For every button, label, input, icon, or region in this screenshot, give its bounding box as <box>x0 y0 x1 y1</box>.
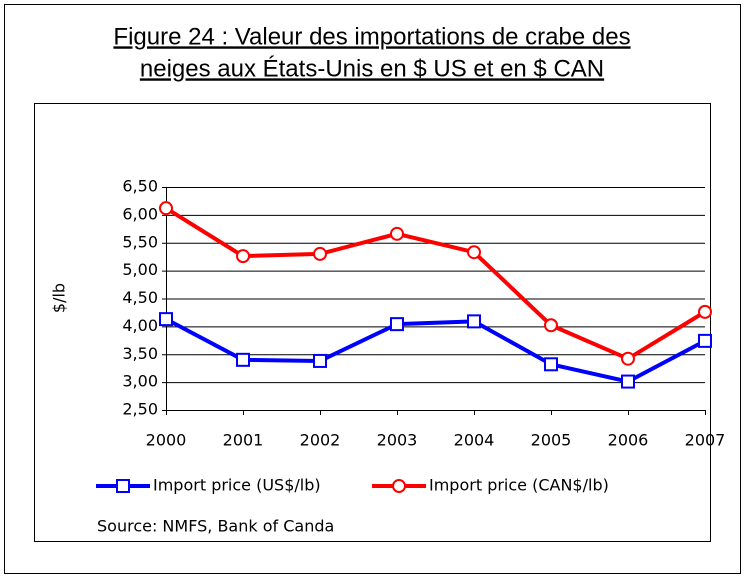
legend-label: Import price (US$/lb) <box>153 476 321 495</box>
y-tick-label: 5,00 <box>122 260 158 279</box>
data-point <box>313 353 327 368</box>
x-tick-label: 2006 <box>608 431 649 450</box>
data-point <box>621 351 635 366</box>
data-point <box>236 352 250 367</box>
data-point <box>313 246 327 261</box>
legend-label: Import price (CAN$/lb) <box>429 476 609 495</box>
chart-title: Figure 24 : Valeur des importations de c… <box>113 23 630 50</box>
x-tick-label: 2000 <box>146 431 187 450</box>
source-note: Source: NMFS, Bank of Canda <box>97 517 334 536</box>
data-point <box>159 312 173 327</box>
x-tick-label: 2003 <box>377 431 418 450</box>
data-point <box>467 314 481 329</box>
data-point <box>698 333 712 348</box>
x-tick-label: 2005 <box>531 431 572 450</box>
data-point <box>621 374 635 389</box>
legend-marker <box>116 479 130 493</box>
y-tick-label: 5,50 <box>122 232 158 251</box>
x-tick-label: 2007 <box>685 431 726 450</box>
y-tick-label: 6,50 <box>122 177 158 196</box>
y-tick-label: 6,00 <box>122 204 158 223</box>
data-point <box>236 249 250 264</box>
x-tick-label: 2004 <box>454 431 495 450</box>
data-point <box>544 318 558 333</box>
data-point <box>390 226 404 241</box>
y-tick-label: 2,50 <box>122 400 158 419</box>
data-point <box>544 357 558 372</box>
chart-frame <box>34 103 711 542</box>
y-tick-label: 3,50 <box>122 344 158 363</box>
data-point <box>159 201 173 216</box>
series-line <box>165 317 706 384</box>
series-line <box>164 206 707 361</box>
x-tick-label: 2001 <box>223 431 264 450</box>
y-tick-label: 3,00 <box>122 372 158 391</box>
chart-title: neiges aux États-Unis en $ US et en $ CA… <box>140 55 604 82</box>
data-point <box>390 317 404 332</box>
legend-marker <box>392 479 406 493</box>
y-axis-label: $/lb <box>50 283 69 313</box>
x-tick-label: 2002 <box>300 431 341 450</box>
y-tick-label: 4,00 <box>122 316 158 335</box>
y-tick-label: 4,50 <box>122 288 158 307</box>
data-point <box>467 245 481 260</box>
data-point <box>698 304 712 319</box>
